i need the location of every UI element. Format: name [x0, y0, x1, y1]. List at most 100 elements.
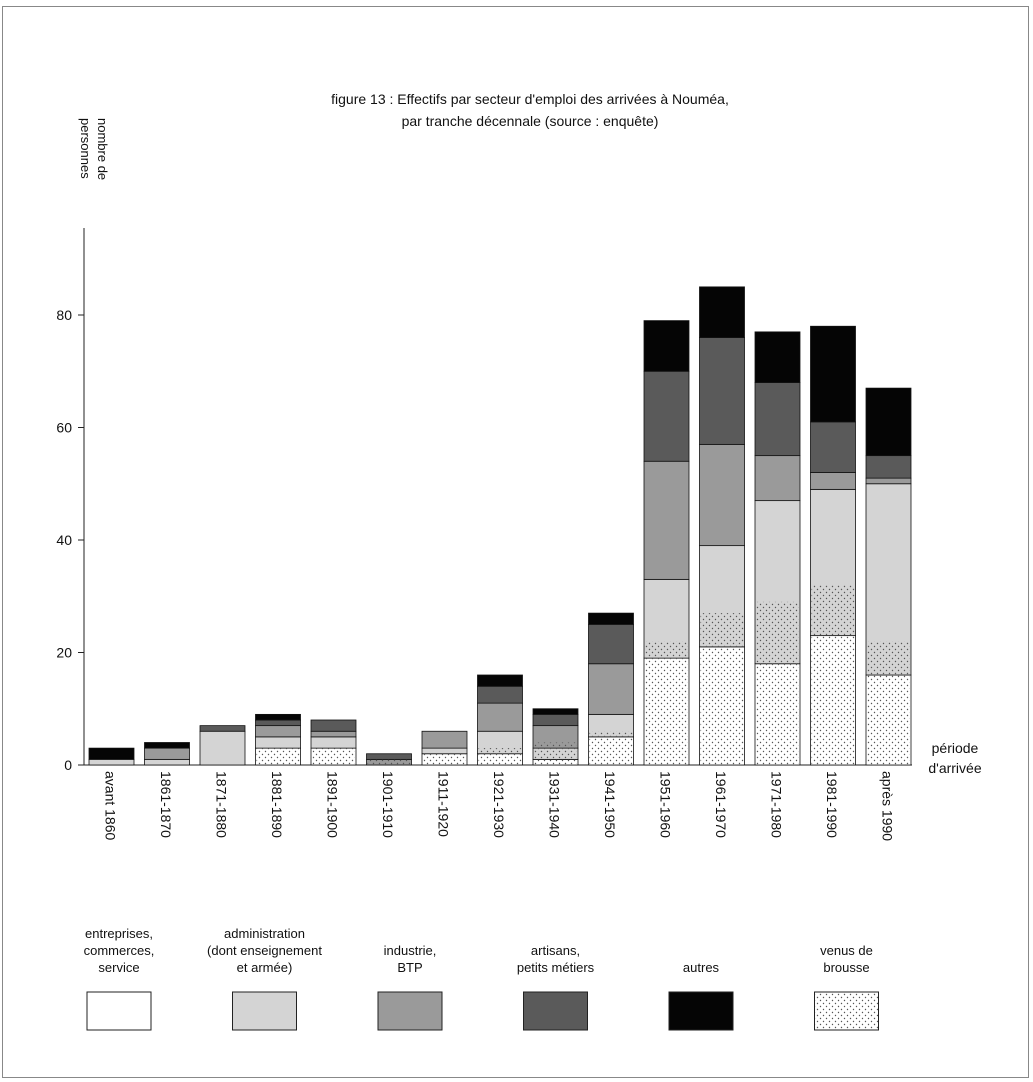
- legend-label: entreprises,: [85, 926, 153, 941]
- brousse-overlay: [811, 585, 855, 765]
- brousse-overlay: [423, 753, 466, 765]
- bar-segment-3: [699, 443, 745, 547]
- bar-segment-2: [255, 736, 301, 749]
- bar-segment-2: [199, 730, 246, 766]
- bar-segment-4: [754, 382, 801, 457]
- legend: entreprises, commerces, service administrat…: [84, 926, 879, 1031]
- chart-subtitle: par tranche décennale (source : enquête): [402, 113, 659, 129]
- x-tick-label: 1911-1920: [436, 771, 452, 837]
- x-tick-label: 1931-1940: [547, 771, 563, 838]
- legend-label: artisans,: [531, 943, 580, 958]
- bar-segment-2: [88, 758, 135, 766]
- bar-segment-4: [643, 370, 690, 462]
- legend-label: administration: [224, 926, 305, 941]
- legend-swatch: [523, 991, 588, 1031]
- bar-segment-5: [754, 331, 801, 383]
- bar-segment-3: [421, 730, 468, 749]
- bar-segment-3: [588, 663, 634, 715]
- x-tick-label: 1921-1930: [491, 771, 507, 838]
- legend-swatch: [232, 991, 297, 1031]
- bar-segment-3: [643, 460, 690, 580]
- brousse-overlay: [589, 731, 633, 765]
- brousse-overlay: [867, 641, 910, 765]
- brousse-overlay: [312, 748, 355, 765]
- legend-label: et armée): [237, 960, 293, 975]
- x-tick-label: 1871-1880: [214, 771, 230, 838]
- chart-frame: [2, 6, 1029, 1078]
- legend-swatch: [86, 991, 152, 1031]
- bar-segment-2: [421, 747, 468, 755]
- brousse-overlay: [756, 601, 799, 765]
- x-axis-label-line-1: période: [932, 740, 979, 756]
- bar-segment-4: [865, 455, 912, 479]
- bar-segment-4: [532, 713, 579, 727]
- legend-label: (dont enseignement: [207, 943, 322, 958]
- bar-segment-3: [810, 472, 856, 490]
- brousse-overlay: [534, 742, 577, 765]
- bar-segment-5: [810, 325, 856, 423]
- x-tick-label: après 1990: [880, 771, 896, 841]
- bar-segment-4: [699, 337, 745, 445]
- legend-label: industrie,: [384, 943, 437, 958]
- bar-segment-3: [144, 747, 190, 760]
- bar-segment-4: [255, 719, 301, 727]
- bar-segment-4: [310, 719, 357, 732]
- bar-segment-4: [810, 421, 856, 473]
- x-tick-label: 1941-1950: [602, 771, 618, 838]
- x-tick-label: 1951-1960: [658, 771, 674, 838]
- legend-label: venus de: [820, 943, 873, 958]
- bar-segment-3: [865, 477, 912, 485]
- x-tick-label: 1861-1870: [158, 771, 174, 838]
- y-axis-label-line-1: nombre de: [95, 118, 110, 180]
- bar-segment-5: [477, 674, 523, 687]
- x-tick-label: 1901-1910: [380, 771, 396, 838]
- bar-segment-3: [754, 455, 801, 502]
- brousse-overlay: [256, 748, 300, 765]
- bar-segment-3: [310, 730, 357, 738]
- brousse-overlay: [645, 641, 688, 765]
- bar-segment-3: [477, 702, 523, 732]
- brousse-overlay: [700, 613, 744, 765]
- bar-segment-5: [699, 286, 745, 338]
- x-tick-label: 1961-1970: [713, 771, 729, 838]
- bar-segment-5: [532, 708, 579, 715]
- x-axis-label-line-2: d'arrivée: [928, 760, 981, 776]
- bar-segment-2: [310, 736, 357, 749]
- brousse-overlay: [478, 748, 522, 765]
- x-tick-label: 1981-1990: [824, 771, 840, 838]
- y-tick-label: 0: [64, 757, 72, 773]
- bar-segment-4: [588, 623, 634, 665]
- legend-label: BTP: [397, 960, 422, 975]
- bar-segment-4: [477, 685, 523, 704]
- bar-segment-2: [144, 758, 190, 766]
- bar-segment-5: [865, 387, 912, 457]
- y-tick-label: 40: [56, 532, 72, 548]
- legend-label: petits métiers: [517, 960, 595, 975]
- bar-segment-4: [199, 725, 246, 732]
- x-tick-label: 1891-1900: [325, 771, 341, 838]
- y-tick-label: 80: [56, 307, 72, 323]
- bar-segment-4: [366, 753, 412, 760]
- y-axis-label-line-2: personnes: [78, 118, 93, 179]
- bar-segment-3: [255, 725, 301, 738]
- y-tick-label: 20: [56, 645, 72, 661]
- y-tick-label: 60: [56, 420, 72, 436]
- bar-segment-5: [588, 612, 634, 625]
- legend-label: commerces,: [84, 943, 155, 958]
- legend-label: autres: [683, 960, 720, 975]
- bar-segment-5: [88, 747, 135, 760]
- bar-segment-5: [255, 713, 301, 721]
- brousse-overlay: [367, 759, 411, 765]
- x-tick-label: avant 1860: [103, 771, 119, 840]
- legend-swatch: [377, 991, 443, 1031]
- chart-title: figure 13 : Effectifs par secteur d'empl…: [331, 91, 729, 107]
- legend-label: brousse: [823, 960, 869, 975]
- legend-label: service: [98, 960, 139, 975]
- legend-swatch: [668, 991, 734, 1031]
- x-tick-label: 1971-1980: [769, 771, 785, 838]
- x-tick-label: 1881-1890: [269, 771, 285, 838]
- bar-segment-5: [643, 320, 690, 372]
- bar-segment-5: [144, 742, 190, 749]
- legend-swatch: [814, 991, 879, 1031]
